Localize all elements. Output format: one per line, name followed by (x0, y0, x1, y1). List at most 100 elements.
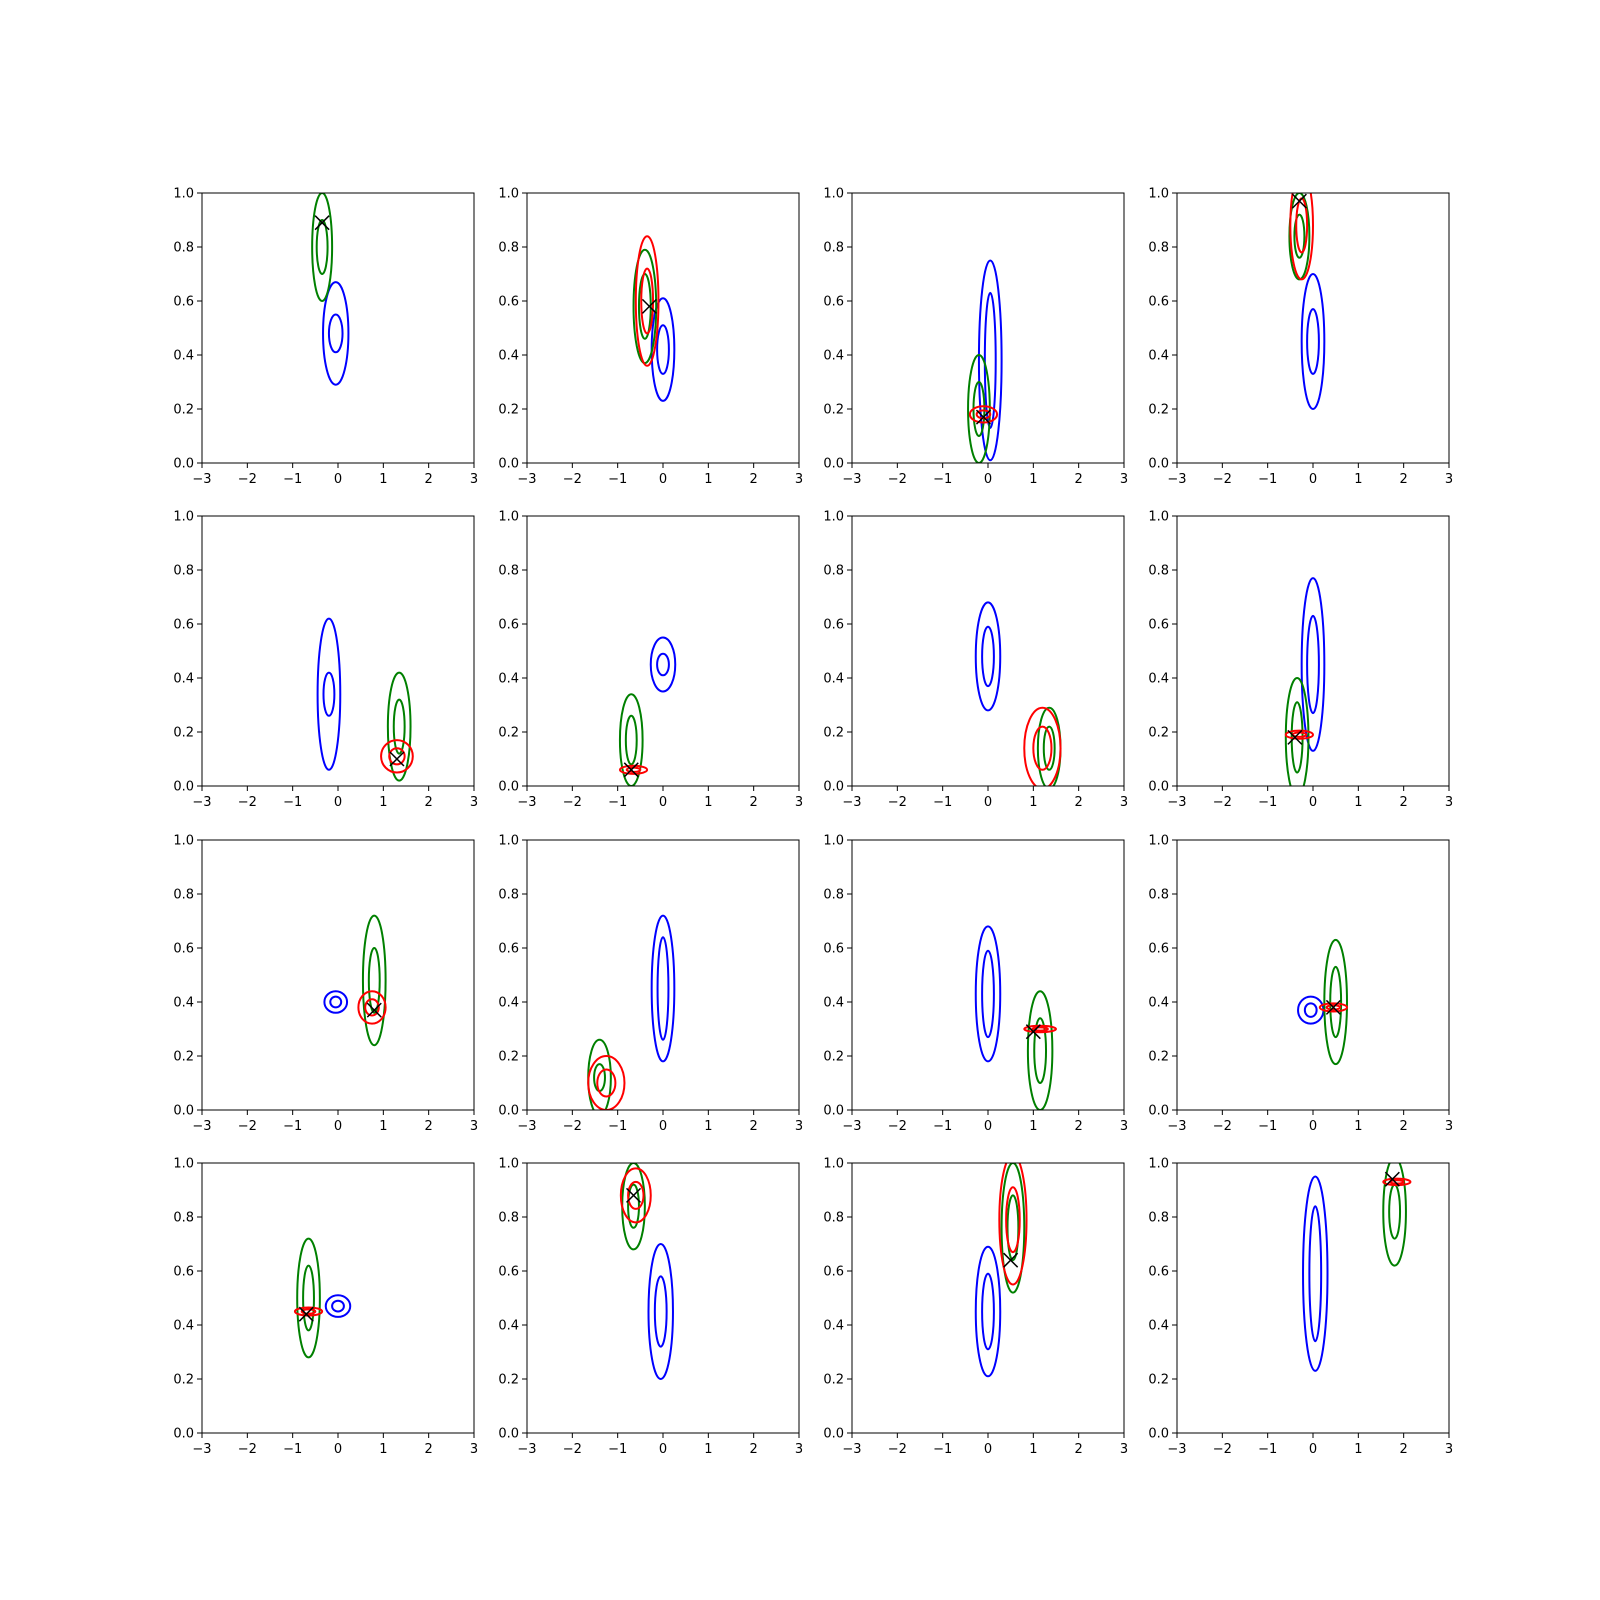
x-tick-label: 1 (1029, 472, 1037, 487)
x-tick-label: 2 (750, 795, 758, 810)
x-tick-label: 2 (1400, 795, 1408, 810)
green-contour-outer (967, 354, 991, 463)
subplot-15: −3 −2 −1 0 1 2 3 0.0 0.2 0.4 0.6 0.8 1.0 (823, 1157, 1128, 1458)
x-tick-label: 1 (1354, 1442, 1362, 1457)
y-tick-label: 1.0 (1148, 834, 1169, 849)
green-contour-outer (1000, 1163, 1026, 1294)
subplot-14: −3 −2 −1 0 1 2 3 0.0 0.2 0.4 0.6 0.8 1.0 (498, 1157, 803, 1458)
x-tick-label: 3 (1445, 472, 1453, 487)
blue-contour-outer (974, 601, 1002, 712)
red-contour-inner (364, 998, 380, 1017)
x-tick-label: 0 (1309, 1119, 1317, 1134)
x-tick-label: 2 (1075, 795, 1083, 810)
subplot-6: −3 −2 −1 0 1 2 3 0.0 0.2 0.4 0.6 0.8 1.0 (498, 510, 803, 811)
y-tick-label: 1.0 (823, 1157, 844, 1172)
y-tick-label: 0.2 (173, 1373, 194, 1388)
x-tick-label: −2 (238, 472, 257, 487)
green-contour-inner (593, 1063, 606, 1093)
y-tick-label: 1.0 (1148, 510, 1169, 525)
plot-area (619, 1163, 674, 1380)
axes-frame (201, 1162, 475, 1434)
x-tick-label: 0 (334, 1442, 342, 1457)
x-tick-label: −3 (517, 1119, 536, 1134)
x-tick-label: −3 (1167, 795, 1186, 810)
y-tick-label: 0.8 (1148, 241, 1169, 256)
red-contour-outer (618, 764, 649, 775)
red-contour-outer (1023, 706, 1062, 786)
blue-contour-inner (322, 671, 336, 717)
red-contour-inner (627, 1180, 645, 1210)
x-tick-label: 1 (1029, 1119, 1037, 1134)
y-tick-label: 0.2 (1148, 403, 1169, 418)
x-tick-label: 2 (1075, 472, 1083, 487)
y-tick-label: 0.8 (498, 888, 519, 903)
x-tick-label: 2 (750, 472, 758, 487)
x-tick-label: 0 (984, 1119, 992, 1134)
y-tick-label: 0.2 (498, 403, 519, 418)
y-tick-label: 0.0 (498, 780, 519, 795)
x-tick-label: −2 (563, 472, 582, 487)
blue-contour-inner (1303, 1002, 1318, 1018)
y-tick-label: 0.8 (173, 888, 194, 903)
y-tick-label: 0.6 (1148, 942, 1169, 957)
x-tick-label: 0 (659, 1119, 667, 1134)
blue-contour-outer (649, 636, 677, 693)
x-tick-label: −2 (888, 1119, 907, 1134)
x-tick-label: −1 (1258, 1442, 1277, 1457)
axes-frame (201, 192, 475, 464)
x-tick-label: −1 (933, 795, 952, 810)
y-tick-label: 0.0 (1148, 1427, 1169, 1442)
plot-area (1284, 577, 1326, 786)
y-tick-label: 0.8 (823, 564, 844, 579)
x-tick-label: 0 (659, 472, 667, 487)
axes-frame (526, 515, 800, 787)
y-tick-label: 0.4 (1148, 672, 1169, 687)
x-tick-label: −2 (238, 1442, 257, 1457)
y-tick-label: 0.4 (173, 349, 194, 364)
x-tick-label: 0 (984, 795, 992, 810)
blue-contour-outer (322, 281, 350, 386)
y-tick-label: 0.0 (823, 1427, 844, 1442)
y-tick-label: 0.6 (498, 1265, 519, 1280)
green-contour-inner (1329, 965, 1343, 1039)
y-tick-label: 0.2 (498, 1373, 519, 1388)
x-tick-label: −1 (933, 472, 952, 487)
x-tick-label: 0 (1309, 795, 1317, 810)
y-tick-label: 0.8 (1148, 888, 1169, 903)
x-tick-label: −2 (1213, 795, 1232, 810)
blue-contour-outer (316, 617, 342, 771)
x-marker-stroke (389, 751, 405, 767)
x-marker-stroke (1025, 1024, 1041, 1040)
red-contour-outer (380, 739, 414, 774)
x-tick-label: 2 (750, 1119, 758, 1134)
y-tick-label: 0.0 (823, 780, 844, 795)
plot-area (323, 914, 387, 1047)
x-tick-label: −1 (608, 1442, 627, 1457)
axes-frame (1176, 839, 1450, 1111)
subplot-7: −3 −2 −1 0 1 2 3 0.0 0.2 0.4 0.6 0.8 1.0 (823, 510, 1128, 811)
blue-contour-outer (1297, 995, 1325, 1025)
green-contour-inner (1388, 1183, 1402, 1240)
x-tick-label: 1 (704, 1442, 712, 1457)
y-tick-label: 0.6 (1148, 295, 1169, 310)
y-tick-label: 0.6 (498, 942, 519, 957)
y-tick-label: 1.0 (173, 834, 194, 849)
y-tick-label: 1.0 (823, 510, 844, 525)
x-tick-label: 3 (470, 795, 478, 810)
y-tick-label: 0.2 (823, 403, 844, 418)
axes-frame (851, 1162, 1125, 1434)
axes-frame (526, 839, 800, 1111)
x-tick-label: 2 (425, 1119, 433, 1134)
x-tick-label: 3 (1445, 1442, 1453, 1457)
x-tick-label: −1 (1258, 1119, 1277, 1134)
x-tick-label: 1 (704, 472, 712, 487)
blue-contour-inner (331, 1299, 345, 1313)
y-tick-label: 0.6 (498, 618, 519, 633)
y-tick-label: 0.4 (498, 996, 519, 1011)
x-tick-label: 0 (334, 472, 342, 487)
x-tick-label: 1 (1029, 1442, 1037, 1457)
green-contour-inner (315, 219, 329, 275)
green-contour-outer (311, 193, 334, 302)
y-tick-label: 0.0 (1148, 1104, 1169, 1119)
subplot-3: −3 −2 −1 0 1 2 3 0.0 0.2 0.4 0.6 0.8 1.0 (823, 187, 1128, 488)
